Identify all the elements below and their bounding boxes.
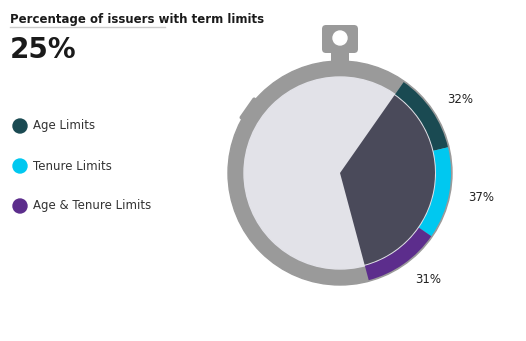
Circle shape [13,199,27,213]
FancyBboxPatch shape [239,97,264,125]
Circle shape [244,77,436,269]
Text: 32%: 32% [448,93,473,106]
Circle shape [228,61,452,285]
Text: Percentage of issuers with term limits: Percentage of issuers with term limits [10,13,264,26]
Text: Age & Tenure Limits: Age & Tenure Limits [33,199,151,212]
Circle shape [13,119,27,133]
Text: Age Limits: Age Limits [33,119,95,133]
Circle shape [13,159,27,173]
Circle shape [333,31,347,45]
Wedge shape [340,95,435,265]
FancyBboxPatch shape [331,43,349,65]
Text: 37%: 37% [468,191,494,204]
FancyBboxPatch shape [322,25,358,53]
Text: 25%: 25% [10,36,77,64]
Wedge shape [419,147,451,236]
Wedge shape [395,82,448,151]
Text: Tenure Limits: Tenure Limits [33,160,112,173]
Text: 31%: 31% [415,273,441,286]
Wedge shape [365,228,431,280]
